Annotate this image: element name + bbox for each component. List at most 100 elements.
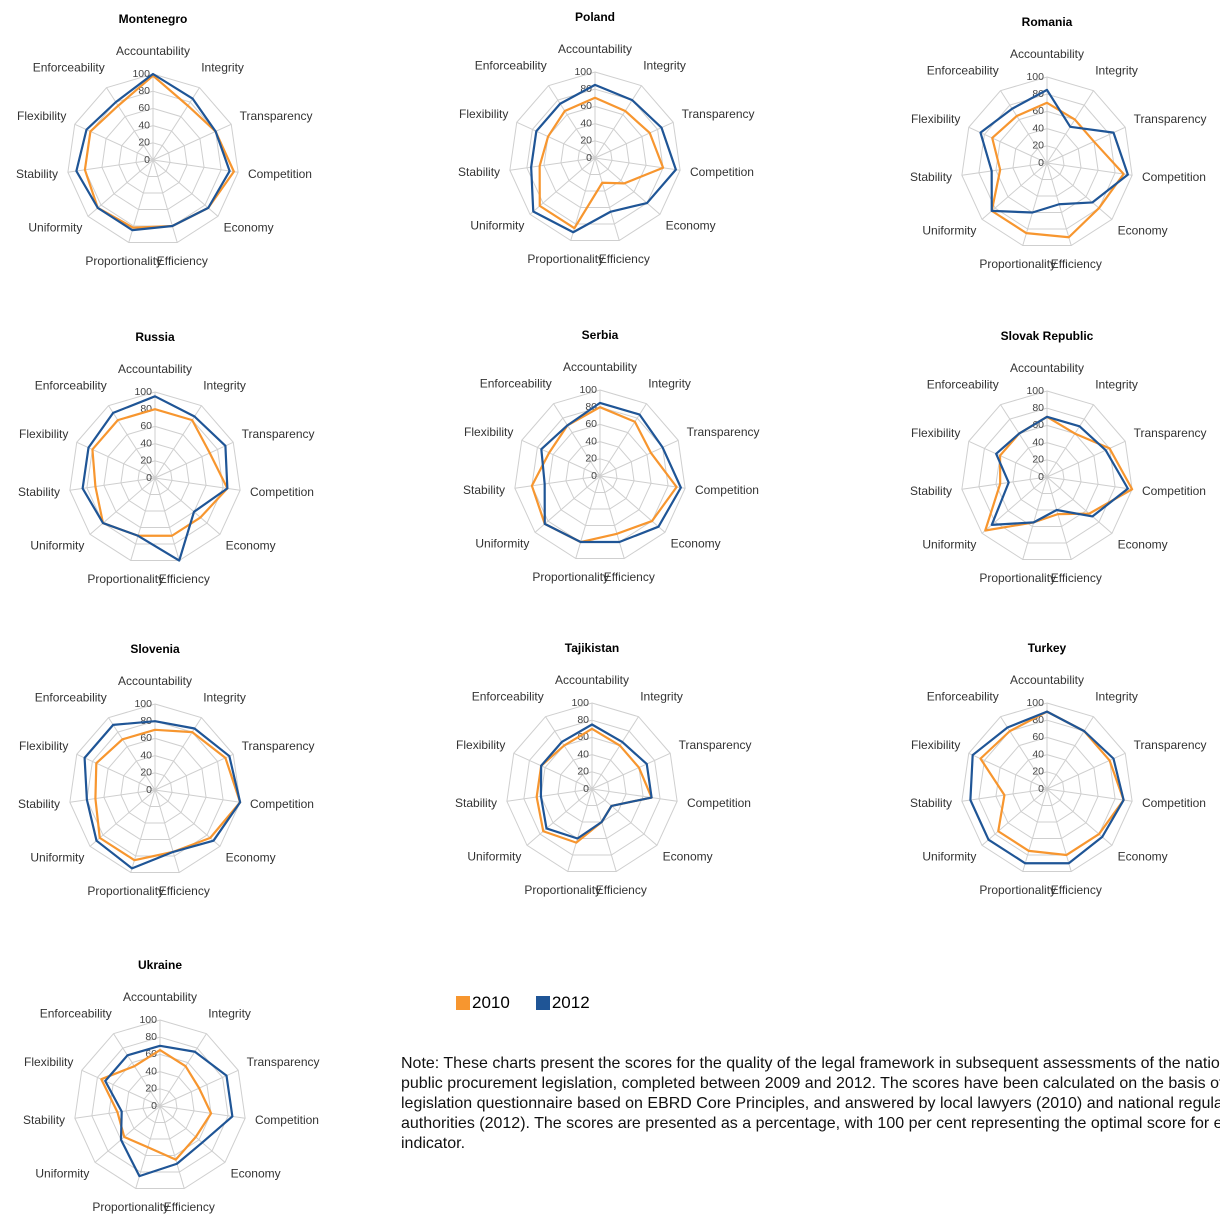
series-line xyxy=(969,710,1125,865)
grid-ring xyxy=(103,425,207,529)
r-tick-label: 40 xyxy=(1032,436,1044,448)
r-tick-label: 0 xyxy=(146,784,152,796)
spoke xyxy=(514,475,601,489)
category-label: Stability xyxy=(910,796,952,810)
category-label: Efficiency xyxy=(159,572,210,586)
spoke xyxy=(513,752,593,790)
grid-ring xyxy=(108,1053,212,1157)
grid-ring xyxy=(961,76,1133,247)
series-line xyxy=(104,1044,234,1178)
category-label: Proportionality xyxy=(532,570,609,584)
category-label: Economy xyxy=(1118,849,1168,863)
r-tick-label: 40 xyxy=(140,749,152,761)
spoke xyxy=(159,1033,207,1107)
r-tick-label: 100 xyxy=(571,697,589,709)
spoke xyxy=(1046,716,1094,790)
spoke xyxy=(1046,476,1133,490)
chart-title: Slovenia xyxy=(130,642,180,656)
spoke xyxy=(594,157,681,171)
spoke xyxy=(599,403,647,477)
spoke xyxy=(76,441,156,479)
spoke xyxy=(506,788,593,802)
spoke xyxy=(67,159,154,173)
grid-ring xyxy=(548,423,652,527)
category-label: Enforceability xyxy=(927,378,999,392)
category-label: Flexibility xyxy=(456,738,505,752)
category-label: Uniformity xyxy=(35,1166,89,1180)
spoke xyxy=(154,789,180,873)
category-label: Efficiency xyxy=(596,883,647,897)
spoke xyxy=(1046,752,1126,790)
spoke xyxy=(594,121,674,159)
r-tick-label: 20 xyxy=(140,767,152,779)
grid-ring xyxy=(135,142,171,178)
category-label: Proportionality xyxy=(92,1200,169,1214)
category-label: Transparency xyxy=(1134,426,1207,440)
category-label: Efficiency xyxy=(157,254,208,268)
spoke xyxy=(94,1105,161,1163)
legend-label: 2010 xyxy=(472,993,510,1012)
category-label: Integrity xyxy=(201,61,244,75)
spoke xyxy=(548,85,596,159)
category-label: Transparency xyxy=(247,1055,320,1069)
category-label: Uniformity xyxy=(475,536,529,550)
spoke xyxy=(594,157,661,215)
category-label: Economy xyxy=(1118,537,1168,551)
category-label: Efficiency xyxy=(599,252,650,266)
spoke xyxy=(152,87,200,161)
spoke xyxy=(591,716,639,790)
legend-label: 2012 xyxy=(551,993,590,1012)
category-label: Flexibility xyxy=(459,107,508,121)
spoke xyxy=(1000,716,1048,790)
spoke xyxy=(128,159,154,243)
legend-item: 2012 xyxy=(535,993,590,1013)
spoke xyxy=(553,403,601,477)
category-label: Competition xyxy=(250,797,314,811)
category-label: Accountability xyxy=(116,44,190,58)
series-line xyxy=(990,101,1125,239)
category-label: Economy xyxy=(226,538,276,552)
grid-ring xyxy=(506,702,678,873)
grid-ring xyxy=(557,754,627,823)
category-label: Stability xyxy=(910,170,952,184)
grid-ring xyxy=(978,93,1116,230)
spoke xyxy=(154,717,202,791)
grid-ring xyxy=(1012,754,1082,823)
spoke xyxy=(154,789,241,803)
series-line xyxy=(530,406,678,544)
note-text: Note: These charts present the scores fo… xyxy=(401,1055,1220,1152)
grid-ring xyxy=(103,737,207,841)
r-tick-label: 40 xyxy=(585,435,597,447)
category-label: Transparency xyxy=(240,109,313,123)
grid-ring xyxy=(120,755,190,824)
category-label: Efficiency xyxy=(1051,883,1102,897)
category-label: Flexibility xyxy=(911,112,960,126)
r-tick-label: 20 xyxy=(580,135,592,147)
series-line xyxy=(979,710,1125,857)
category-label: Accountability xyxy=(1010,361,1084,375)
grid-ring xyxy=(142,1088,178,1124)
series-line xyxy=(990,415,1129,526)
category-label: Flexibility xyxy=(464,425,513,439)
category-label: Efficiency xyxy=(1051,257,1102,271)
category-label: Economy xyxy=(666,218,716,232)
spoke xyxy=(575,475,601,559)
grid-ring xyxy=(1012,442,1082,511)
category-label: Enforceability xyxy=(40,1007,112,1021)
r-tick-label: 0 xyxy=(1038,471,1044,483)
chart-title: Serbia xyxy=(582,328,619,342)
spoke xyxy=(1000,404,1048,478)
r-tick-label: 100 xyxy=(132,68,150,80)
r-tick-label: 60 xyxy=(585,418,597,430)
category-label: Integrity xyxy=(648,377,691,391)
category-label: Flexibility xyxy=(17,109,66,123)
r-tick-label: 80 xyxy=(577,714,589,726)
r-tick-label: 60 xyxy=(580,100,592,112)
category-label: Flexibility xyxy=(911,426,960,440)
category-label: Integrity xyxy=(1095,378,1138,392)
category-label: Uniformity xyxy=(470,218,524,232)
spoke xyxy=(1046,476,1113,534)
category-label: Accountability xyxy=(1010,47,1084,61)
spoke xyxy=(516,121,596,159)
